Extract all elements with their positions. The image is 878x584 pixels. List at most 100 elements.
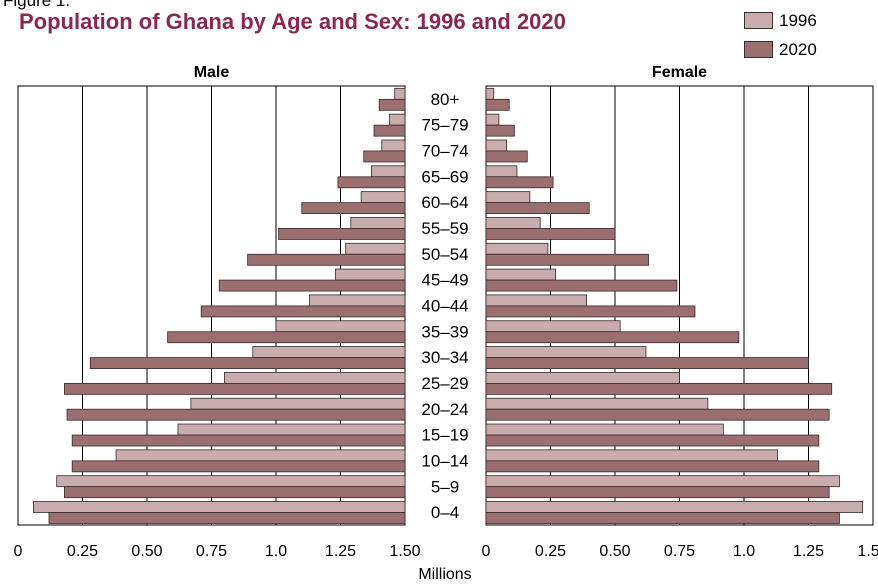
bar-male-1996 xyxy=(252,346,406,358)
age-group-label: 45–49 xyxy=(421,271,468,290)
bar-male-1996 xyxy=(56,475,406,488)
bar-male-1996 xyxy=(389,113,406,126)
male-tick-label: 0 xyxy=(14,543,23,560)
bar-female-2020 xyxy=(485,253,649,266)
age-group-label: 40–44 xyxy=(421,297,468,316)
bar-male-2020 xyxy=(167,331,406,344)
age-group-label: 70–74 xyxy=(421,142,468,161)
bar-female-2020 xyxy=(485,98,510,111)
chart-title: Population of Ghana by Age and Sex: 1996… xyxy=(19,9,566,34)
bar-female-1996 xyxy=(485,165,518,178)
bar-male-1996 xyxy=(275,320,406,333)
legend-swatch-2020 xyxy=(744,41,773,58)
male-tick-label: 1.0 xyxy=(265,543,287,560)
bar-male-2020 xyxy=(71,434,406,447)
female-tick-label: 0 xyxy=(482,543,491,560)
bar-male-1996 xyxy=(371,165,406,178)
bar-female-1996 xyxy=(485,501,864,513)
male-tick-label: 0.25 xyxy=(67,543,98,560)
bar-female-2020 xyxy=(485,408,830,421)
bar-female-1996 xyxy=(485,397,709,410)
bar-female-1996 xyxy=(485,294,588,307)
bar-male-1996 xyxy=(350,217,406,229)
bar-female-2020 xyxy=(485,279,678,292)
male-tick-label: 1.25 xyxy=(325,543,356,560)
bar-male-1996 xyxy=(223,371,406,384)
male-tick-label: 1.50 xyxy=(389,543,420,560)
bar-female-2020 xyxy=(485,382,833,395)
male-tick-label: 0.75 xyxy=(196,543,227,560)
bar-female-2020 xyxy=(485,202,590,215)
bar-female-1996 xyxy=(485,475,840,488)
bar-female-2020 xyxy=(485,512,840,524)
age-group-label: 75–79 xyxy=(421,116,468,135)
bar-male-2020 xyxy=(89,357,406,369)
bar-male-1996 xyxy=(360,191,406,204)
bar-female-2020 xyxy=(485,486,830,499)
legend-swatch-1996 xyxy=(744,12,773,29)
bar-female-2020 xyxy=(485,176,554,189)
bar-female-2020 xyxy=(485,228,616,240)
bar-male-2020 xyxy=(373,124,406,137)
bar-male-2020 xyxy=(66,408,406,421)
bar-female-2020 xyxy=(485,124,515,137)
age-group-label: 25–29 xyxy=(421,374,468,393)
female-tick-label: 1.50 xyxy=(857,543,878,560)
age-group-label: 50–54 xyxy=(421,245,468,264)
bar-male-2020 xyxy=(378,98,406,111)
bar-male-2020 xyxy=(301,202,406,215)
bar-female-1996 xyxy=(485,268,557,281)
bar-female-2020 xyxy=(485,150,528,163)
age-group-label: 20–24 xyxy=(421,400,468,419)
bar-male-1996 xyxy=(115,449,406,462)
age-group-label: 80+ xyxy=(431,90,460,109)
bar-female-1996 xyxy=(485,87,495,100)
bar-female-2020 xyxy=(485,305,696,318)
age-group-label: 0–4 xyxy=(431,503,459,522)
bar-male-2020 xyxy=(200,305,406,318)
bar-male-2020 xyxy=(48,512,406,524)
bar-male-1996 xyxy=(177,423,406,436)
female-tick-label: 0.75 xyxy=(664,543,695,560)
bar-male-1996 xyxy=(33,501,406,513)
bar-male-2020 xyxy=(71,460,406,473)
female-tick-label: 0.50 xyxy=(599,543,630,560)
bar-male-1996 xyxy=(394,87,406,100)
bar-male-1996 xyxy=(190,397,406,410)
female-tick-label: 1.25 xyxy=(793,543,824,560)
x-axis-label: Millions xyxy=(418,566,471,583)
female-panel-title: Female xyxy=(652,64,707,81)
bar-female-1996 xyxy=(485,371,680,384)
female-tick-label: 1.0 xyxy=(733,543,755,560)
age-group-label: 55–59 xyxy=(421,219,468,238)
male-tick-label: 0.50 xyxy=(131,543,162,560)
female-tick-label: 0.25 xyxy=(535,543,566,560)
bar-male-2020 xyxy=(363,150,406,163)
bar-female-1996 xyxy=(485,423,724,436)
bar-female-2020 xyxy=(485,331,740,344)
bar-male-1996 xyxy=(334,268,406,281)
bar-female-1996 xyxy=(485,217,541,229)
age-group-label: 5–9 xyxy=(431,477,459,496)
bar-male-2020 xyxy=(247,253,406,266)
bar-female-2020 xyxy=(485,434,820,447)
bar-female-1996 xyxy=(485,242,549,255)
age-group-label: 30–34 xyxy=(421,348,468,367)
bar-male-1996 xyxy=(345,242,406,255)
bar-male-2020 xyxy=(64,382,406,395)
bar-female-2020 xyxy=(485,460,820,473)
bar-male-2020 xyxy=(278,228,406,240)
bar-male-2020 xyxy=(337,176,406,189)
bar-female-1996 xyxy=(485,449,778,462)
age-group-label: 35–39 xyxy=(421,322,468,341)
age-group-label: 65–69 xyxy=(421,167,468,186)
bar-male-2020 xyxy=(64,486,406,499)
figure-label: Figure 1. xyxy=(3,0,71,10)
bar-female-1996 xyxy=(485,139,508,152)
bar-female-1996 xyxy=(485,320,621,333)
age-group-label: 10–14 xyxy=(421,451,468,470)
age-group-label: 15–19 xyxy=(421,426,468,445)
bar-female-1996 xyxy=(485,191,531,204)
legend-label-2020: 2020 xyxy=(779,40,817,59)
